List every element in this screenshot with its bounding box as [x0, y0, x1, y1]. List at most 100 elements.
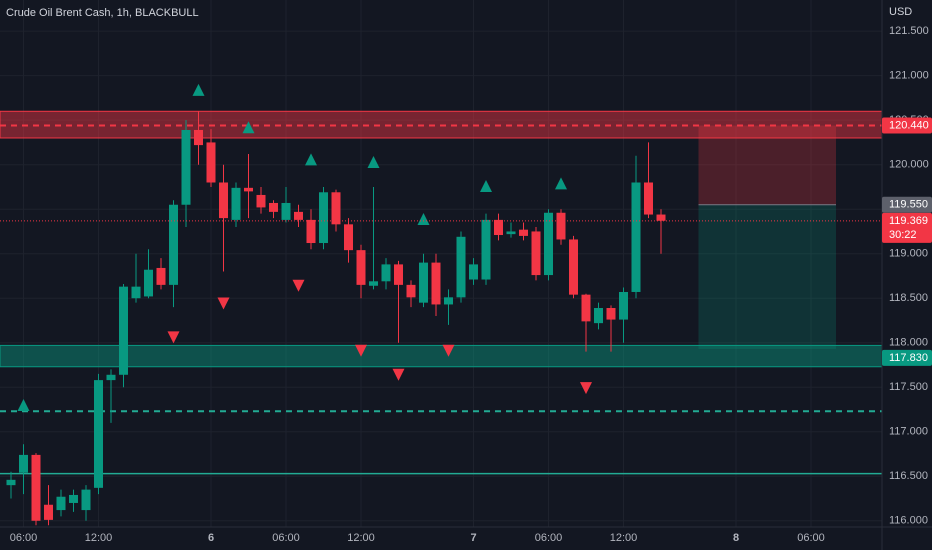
y-tick-label: 117.000	[889, 426, 928, 438]
candle-body	[156, 267, 166, 285]
candle-body	[169, 204, 178, 285]
axis-unit: USD	[889, 6, 912, 18]
candle-body	[306, 219, 316, 244]
candle-body	[419, 262, 428, 303]
price-label: 119.550	[889, 199, 928, 211]
x-tick-label: 12:00	[347, 532, 375, 544]
y-tick-label: 116.500	[889, 470, 928, 482]
y-tick-label: 119.000	[889, 248, 928, 260]
candle-body	[544, 212, 553, 276]
candle-body	[619, 291, 628, 320]
buy-signal	[555, 177, 567, 190]
candle-body	[656, 214, 666, 221]
y-tick-label: 116.000	[889, 515, 928, 527]
sell-signal	[217, 297, 230, 310]
candle-body	[444, 297, 453, 305]
candle-body	[119, 286, 128, 375]
buy-signal	[305, 153, 317, 166]
x-tick-label: 7	[470, 532, 476, 544]
plot-area	[0, 0, 882, 527]
buy-signal	[17, 399, 30, 412]
candle-body	[556, 212, 566, 240]
x-tick-label: 06:00	[10, 532, 38, 544]
candle-body	[231, 187, 241, 220]
candle-body	[206, 142, 216, 183]
price-label-box	[882, 212, 932, 243]
candle-body	[294, 211, 303, 220]
x-tick-label: 06:00	[272, 532, 300, 544]
zone	[0, 344, 882, 368]
candle-body	[594, 308, 603, 324]
candle-body	[356, 250, 366, 285]
candle-body	[181, 129, 191, 205]
x-tick-label: 8	[733, 532, 739, 544]
price-label-box	[882, 349, 932, 366]
candle-body	[244, 187, 253, 192]
candle-body	[494, 219, 503, 236]
candle-body	[256, 194, 266, 208]
sell-signal	[392, 368, 405, 381]
candle-body	[194, 129, 203, 146]
price-label: 120.440	[889, 119, 929, 131]
y-tick-label: 117.500	[889, 381, 928, 393]
buy-signal	[417, 212, 430, 225]
chart-title: Crude Oil Brent Cash, 1h, BLACKBULL	[6, 7, 199, 19]
x-tick-label: 12:00	[85, 532, 113, 544]
buy-signal	[242, 121, 255, 134]
candle-body	[406, 284, 416, 298]
candle-body	[469, 264, 478, 280]
candle-body	[606, 308, 616, 320]
price-label: 117.830	[889, 352, 928, 364]
sell-signal	[167, 331, 180, 344]
candle-body	[519, 229, 528, 236]
candle-body	[269, 202, 278, 212]
x-tick-label: 06:00	[535, 532, 563, 544]
candle-body	[531, 231, 541, 276]
price-label: 119.369	[889, 215, 928, 227]
candle-body	[19, 454, 28, 473]
candle-body	[319, 192, 328, 244]
y-tick-label: 121.000	[889, 70, 929, 82]
candle-body	[344, 224, 353, 251]
countdown: 30:22	[889, 229, 917, 241]
y-tick-label: 118.000	[889, 337, 928, 349]
price-label-box	[882, 196, 932, 213]
candle-body	[131, 286, 141, 299]
price-label-box	[882, 117, 932, 134]
candle-body	[456, 236, 466, 298]
sell-signal	[355, 344, 367, 357]
buy-signal	[192, 83, 205, 96]
y-tick-label: 120.000	[889, 159, 929, 171]
position-risk	[698, 125, 836, 205]
x-tick-label: 12:00	[610, 532, 638, 544]
candle-body	[369, 281, 378, 286]
x-tick-label: 06:00	[797, 532, 825, 544]
candle-body	[106, 374, 116, 381]
y-tick-label: 118.500	[889, 292, 928, 304]
candle-body	[631, 182, 641, 292]
candle-body	[31, 454, 41, 521]
candle-body	[56, 496, 66, 511]
candle-body	[431, 262, 441, 305]
candle-body	[69, 494, 78, 503]
candle-body	[569, 239, 578, 295]
candle-body	[644, 182, 653, 215]
candle-body	[44, 504, 53, 520]
buy-signal	[367, 156, 380, 169]
sell-signal	[292, 279, 305, 292]
sell-signal	[580, 382, 592, 395]
y-tick-label: 121.500	[889, 25, 929, 37]
candle-body	[331, 192, 341, 225]
x-tick-label: 6	[208, 532, 214, 544]
candle-body	[144, 269, 153, 297]
candle-body	[394, 264, 403, 285]
candle-body	[281, 202, 291, 220]
candle-body	[81, 489, 91, 511]
position-reward	[698, 204, 836, 349]
sell-signal	[442, 344, 455, 357]
candle-body	[581, 294, 591, 322]
buy-signal	[480, 180, 492, 193]
